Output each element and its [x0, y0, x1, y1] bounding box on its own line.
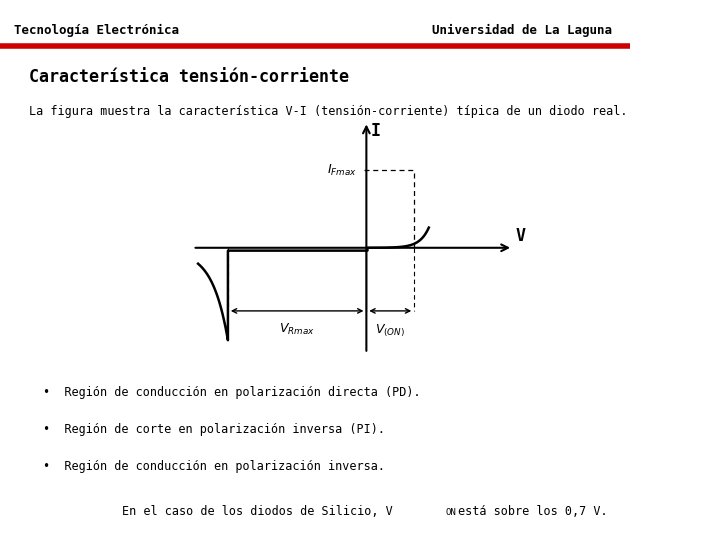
- Text: $I_{Fmax}$: $I_{Fmax}$: [327, 163, 356, 178]
- Text: Tecnología Electrónica: Tecnología Electrónica: [14, 24, 179, 37]
- Text: •  Región de conducción en polarización inversa.: • Región de conducción en polarización i…: [43, 460, 385, 472]
- Text: Característica tensión-corriente: Característica tensión-corriente: [29, 68, 348, 85]
- Text: La figura muestra la característica V-I (tensión-corriente) típica de un diodo r: La figura muestra la característica V-I …: [29, 105, 627, 118]
- Text: $V_{Rmax}$: $V_{Rmax}$: [279, 322, 315, 338]
- Text: En el caso de los diodos de Silicio, V: En el caso de los diodos de Silicio, V: [122, 505, 393, 518]
- Text: Universidad de La Laguna: Universidad de La Laguna: [432, 24, 612, 37]
- Text: $V_{(ON)}$: $V_{(ON)}$: [375, 322, 405, 339]
- Text: está sobre los 0,7 V.: está sobre los 0,7 V.: [458, 505, 608, 518]
- Text: •  Región de conducción en polarización directa (PD).: • Región de conducción en polarización d…: [43, 386, 420, 399]
- Text: ON: ON: [445, 508, 456, 517]
- Text: I: I: [370, 122, 380, 139]
- Text: V: V: [516, 226, 526, 245]
- Text: •  Región de corte en polarización inversa (PI).: • Región de corte en polarización invers…: [43, 423, 385, 436]
